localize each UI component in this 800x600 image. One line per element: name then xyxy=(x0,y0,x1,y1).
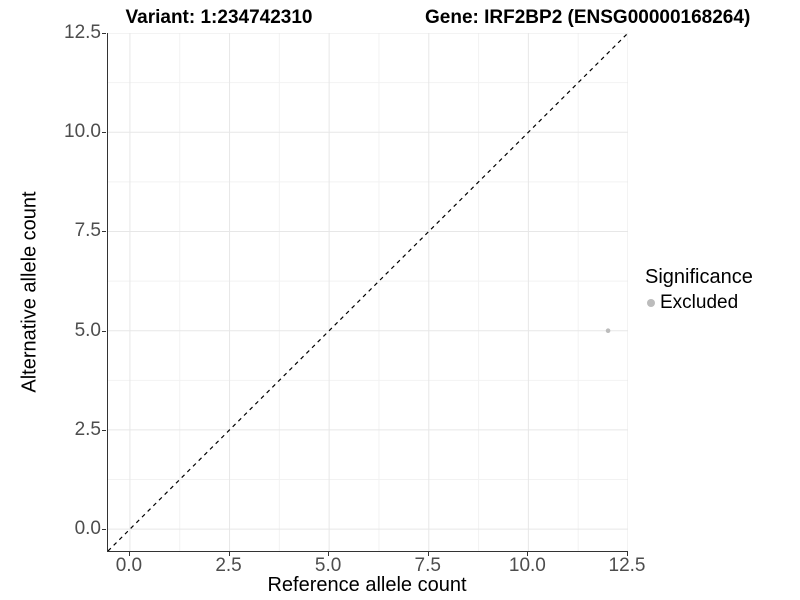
x-tick-label: 12.5 xyxy=(608,555,646,576)
y-tick-mark xyxy=(102,429,106,431)
x-tick-mark xyxy=(328,552,330,556)
y-tick-label: 0.0 xyxy=(74,518,101,540)
y-tick-mark xyxy=(102,33,106,34)
y-tick-label: 12.5 xyxy=(64,22,101,43)
y-tick-mark xyxy=(102,132,106,134)
excluded-point-icon xyxy=(647,299,655,307)
legend: Significance Excluded xyxy=(645,266,753,314)
y-tick-label: 2.5 xyxy=(74,418,101,440)
scatter-plot-canvas xyxy=(108,33,628,551)
legend-title: Significance xyxy=(645,266,753,288)
x-tick-mark xyxy=(627,552,628,556)
x-tick-label: 2.5 xyxy=(215,555,242,576)
identity-dashed-line xyxy=(108,33,628,551)
x-tick-mark xyxy=(527,552,529,556)
plot-title-gene: Gene: IRF2BP2 (ENSG00000168264) xyxy=(425,7,751,28)
x-tick-mark xyxy=(427,552,429,556)
legend-entry-excluded: Excluded xyxy=(645,292,753,314)
data-point xyxy=(605,328,611,334)
x-tick-mark xyxy=(228,552,230,556)
y-tick-mark xyxy=(102,529,106,531)
x-tick-mark xyxy=(128,552,130,556)
x-tick-label: 10.0 xyxy=(508,555,546,576)
legend-entry-label: Excluded xyxy=(660,292,739,313)
y-tick-mark xyxy=(102,231,106,233)
plot-title-variant: Variant: 1:234742310 xyxy=(125,7,313,28)
y-tick-label: 10.0 xyxy=(64,121,101,143)
y-tick-mark xyxy=(102,330,106,332)
y-tick-label: 5.0 xyxy=(74,319,101,341)
y-axis-title: Alternative allele count xyxy=(18,191,41,393)
x-tick-label: 5.0 xyxy=(314,555,342,576)
plot-panel xyxy=(107,33,628,552)
x-axis-title: Reference allele count xyxy=(267,574,467,596)
x-tick-label: 0.0 xyxy=(115,555,143,576)
x-tick-label: 7.5 xyxy=(414,555,441,576)
y-tick-label: 7.5 xyxy=(74,220,101,242)
